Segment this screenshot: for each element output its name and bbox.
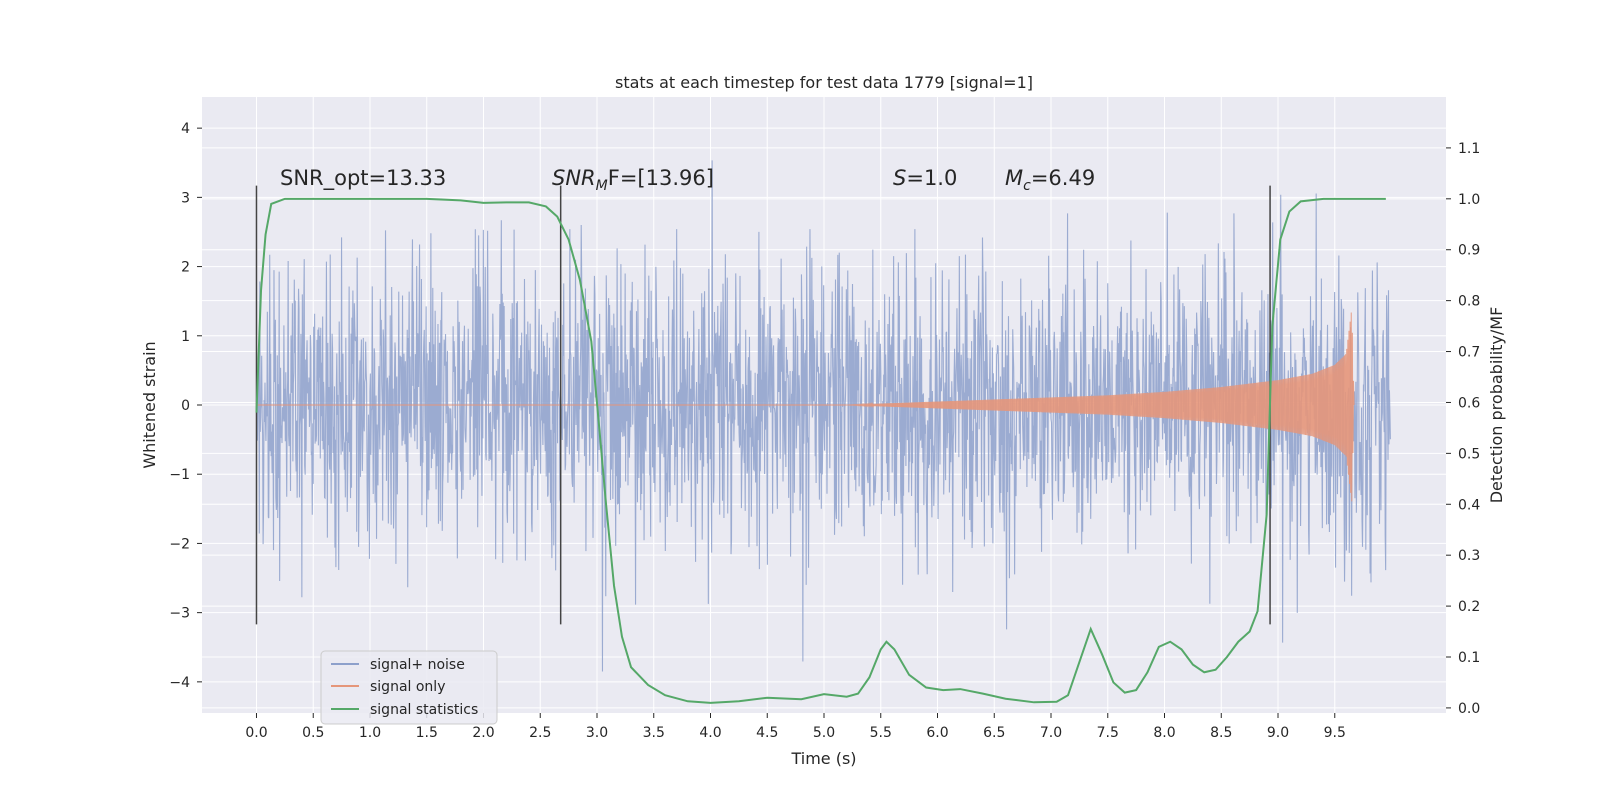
x-tick-label-17: 8.5 bbox=[1210, 725, 1232, 741]
x-tick-label-0: 0.0 bbox=[245, 725, 267, 741]
x-tick-label-4: 2.0 bbox=[472, 725, 494, 741]
legend-label-signal-noise: signal+ noise bbox=[370, 657, 465, 673]
annotation-mc-main: M bbox=[1005, 166, 1023, 190]
signal-statistics-series bbox=[255, 197, 1386, 704]
x-tick-label-18: 9.0 bbox=[1267, 725, 1289, 741]
axes: 0.0 0.5 1.0 1.5 2.0 2.5 3.0 3.5 4.0 4.5 5.0 5.5 6.0 6… bbox=[169, 121, 1480, 741]
x-tick-label-7: 3.5 bbox=[643, 725, 665, 741]
x-tick-label-11: 5.5 bbox=[870, 725, 892, 741]
x-tick-label-14: 7.0 bbox=[1040, 725, 1062, 741]
annotation-snr-mf-main: SNR bbox=[552, 166, 596, 190]
y2-tick-label-5: 0.5 bbox=[1458, 446, 1480, 462]
annotation-mc-sub: c bbox=[1023, 178, 1031, 194]
x-tick-label-19: 9.5 bbox=[1324, 725, 1346, 741]
y-tick-label-2: −2 bbox=[169, 536, 190, 552]
x-tick-label-8: 4.0 bbox=[699, 725, 721, 741]
x-tick-label-12: 6.0 bbox=[926, 725, 948, 741]
x-tick-label-13: 6.5 bbox=[983, 725, 1005, 741]
x-axis-label: Time (s) bbox=[790, 749, 856, 768]
y-tick-label-7: 3 bbox=[181, 190, 190, 206]
x-tick-label-9: 4.5 bbox=[756, 725, 778, 741]
y2-tick-label-6: 0.6 bbox=[1458, 395, 1480, 411]
x-tick-label-10: 5.0 bbox=[813, 725, 835, 741]
x-tick-label-1: 0.5 bbox=[302, 725, 324, 741]
legend-label-signal-only: signal only bbox=[370, 679, 445, 695]
y-tick-label-4: 0 bbox=[181, 398, 190, 414]
y-axis-label: Whitened strain bbox=[140, 341, 159, 468]
y2-tick-label-7: 0.7 bbox=[1458, 345, 1480, 361]
annotation-mc: Mc=6.49 bbox=[1005, 166, 1095, 194]
y2-tick-label-1: 0.1 bbox=[1458, 650, 1480, 666]
y2-tick-label-2: 0.2 bbox=[1458, 599, 1480, 615]
y2-tick-label-4: 0.4 bbox=[1458, 497, 1480, 513]
y-tick-label-6: 2 bbox=[181, 260, 190, 276]
annotation-snr-opt: SNR_opt=13.33 bbox=[280, 166, 446, 191]
y2-axis-label: Detection probability/MF bbox=[1487, 307, 1506, 504]
legend: signal+ noise signal only signal statist… bbox=[320, 650, 498, 725]
y2-tick-label-0: 0.0 bbox=[1458, 701, 1480, 717]
x-tick-label-3: 1.5 bbox=[416, 725, 438, 741]
annotation-s-var: S bbox=[893, 166, 906, 190]
y-tick-label-0: −4 bbox=[169, 675, 190, 691]
signal-noise-line bbox=[255, 160, 1391, 672]
y-tick-label-5: 1 bbox=[181, 329, 190, 345]
chart-title: stats at each timestep for test data 177… bbox=[615, 73, 1033, 92]
y2-tick-label-3: 0.3 bbox=[1458, 548, 1480, 564]
annotation-snr-mf: SNRMF=[13.96] bbox=[552, 166, 714, 194]
annotation-mc-rest: =6.49 bbox=[1031, 166, 1095, 190]
y2-tick-label-10: 1.0 bbox=[1458, 192, 1480, 208]
signal-statistics-line bbox=[255, 197, 1386, 704]
x-tick-label-16: 8.0 bbox=[1153, 725, 1175, 741]
legend-box bbox=[320, 650, 498, 725]
x-tick-label-6: 3.0 bbox=[586, 725, 608, 741]
annotation-s-rest: =1.0 bbox=[906, 166, 957, 190]
x-tick-label-5: 2.5 bbox=[529, 725, 551, 741]
x-tick-label-15: 7.5 bbox=[1097, 725, 1119, 741]
x-tick-label-2: 1.0 bbox=[359, 725, 381, 741]
y2-tick-label-8: 0.8 bbox=[1458, 294, 1480, 310]
signal-noise-series bbox=[255, 160, 1391, 672]
y-tick-label-3: −1 bbox=[169, 467, 190, 483]
y-tick-label-8: 4 bbox=[181, 121, 190, 137]
annotation-snr-mf-rest: F=[13.96] bbox=[608, 166, 714, 190]
y-tick-label-1: −3 bbox=[169, 606, 190, 622]
y2-tick-label-9: 0.9 bbox=[1458, 243, 1480, 259]
legend-label-signal-statistics: signal statistics bbox=[370, 702, 478, 718]
annotation-snr-mf-sub: M bbox=[596, 178, 608, 194]
y2-tick-label-11: 1.1 bbox=[1458, 141, 1480, 157]
annotation-s: S=1.0 bbox=[893, 166, 957, 190]
